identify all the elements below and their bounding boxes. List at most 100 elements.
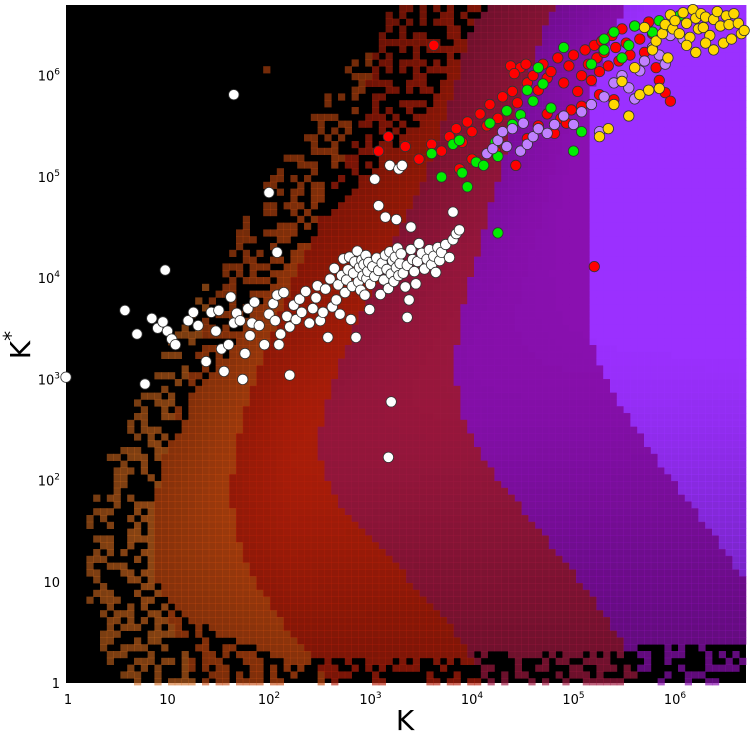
heatmap-cell (467, 385, 475, 393)
heatmap-cell (406, 127, 414, 135)
heatmap-cell (276, 358, 284, 366)
heatmap-cell (440, 644, 448, 652)
heatmap-cell (433, 209, 441, 217)
heatmap-cell (331, 399, 339, 407)
heatmap-cell (419, 222, 427, 230)
heatmap-cell (508, 168, 516, 176)
heatmap-cell (344, 399, 352, 407)
heatmap-cell (168, 392, 176, 400)
heatmap-cell (195, 569, 203, 577)
heatmap-cell (569, 202, 577, 210)
heatmap-cell (433, 589, 441, 597)
heatmap-cell (263, 419, 271, 427)
heatmap-cell (392, 637, 400, 645)
heatmap-cell (494, 175, 502, 183)
heatmap-cell (474, 385, 482, 393)
heatmap-cell (283, 664, 291, 672)
heatmap-cell (440, 229, 448, 237)
heatmap-cell (372, 107, 380, 115)
heatmap-cell (263, 290, 271, 298)
heatmap-cell (419, 39, 427, 47)
heatmap-cell (290, 576, 298, 584)
heatmap-cell (290, 290, 298, 298)
heatmap-cell (453, 304, 461, 312)
heatmap-cell (263, 474, 271, 482)
heatmap-cell (256, 358, 264, 366)
heatmap-cell (385, 555, 393, 563)
heatmap-cell (392, 317, 400, 325)
heatmap-cell (480, 603, 488, 611)
heatmap-cell (474, 515, 482, 523)
heatmap-cell (168, 413, 176, 421)
heatmap-cell (569, 277, 577, 285)
heatmap-cell (419, 385, 427, 393)
heatmap-cell (236, 460, 244, 468)
heatmap-cell (562, 576, 570, 584)
heatmap-cell (582, 345, 590, 353)
heatmap-cell (249, 562, 257, 570)
heatmap-cell (372, 447, 380, 455)
heatmap-cell (215, 549, 223, 557)
heatmap-cell (555, 508, 563, 516)
heatmap-cell (460, 297, 468, 305)
heatmap-cell (562, 399, 570, 407)
heatmap-cell (249, 610, 257, 618)
heatmap-cell (276, 419, 284, 427)
heatmap-cell (134, 501, 142, 509)
heatmap-cell (576, 603, 584, 611)
heatmap-cell (569, 419, 577, 427)
heatmap-cell (467, 100, 475, 108)
heatmap-cell (406, 304, 414, 312)
heatmap-cell (453, 651, 461, 659)
heatmap-cell (385, 222, 393, 230)
heatmap-cell (324, 290, 332, 298)
heatmap-cell (474, 32, 482, 40)
heatmap-cell (338, 331, 346, 339)
heatmap-cell (392, 202, 400, 210)
heatmap-cell (161, 528, 169, 536)
heatmap-cell (304, 460, 312, 468)
heatmap-cell (304, 501, 312, 509)
heatmap-cell (290, 501, 298, 509)
heatmap-cell (161, 406, 169, 414)
heatmap-cell (202, 651, 210, 659)
heatmap-cell (535, 209, 543, 217)
heatmap-cell (535, 195, 543, 203)
heatmap-cell (548, 644, 556, 652)
heatmap-cell (365, 188, 373, 196)
heatmap-cell (548, 209, 556, 217)
heatmap-cell (467, 440, 475, 448)
heatmap-cell (582, 311, 590, 319)
heatmap-cell (358, 535, 366, 543)
heatmap-cell (154, 508, 162, 516)
heatmap-cell (120, 671, 128, 679)
heatmap-cell (555, 481, 563, 489)
heatmap-cell (406, 202, 414, 210)
heatmap-cell (140, 406, 148, 414)
heatmap-cell (317, 290, 325, 298)
heatmap-cell (548, 236, 556, 244)
heatmap-cell (113, 617, 121, 625)
heatmap-cell (562, 5, 570, 13)
heatmap-cell (202, 603, 210, 611)
heatmap-cell (385, 25, 393, 33)
heatmap-cell (514, 324, 522, 332)
heatmap-cell (134, 453, 142, 461)
heatmap-cell (453, 338, 461, 346)
heatmap-cell (446, 120, 454, 128)
heatmap-cell (576, 379, 584, 387)
heatmap-cell (514, 256, 522, 264)
heatmap-cell (535, 508, 543, 516)
heatmap-cell (542, 426, 550, 434)
heatmap-cell (372, 79, 380, 87)
heatmap-cell (270, 515, 278, 523)
heatmap-cell (446, 474, 454, 482)
heatmap-cell (215, 379, 223, 387)
heatmap-cell (535, 542, 543, 550)
heatmap-cell (426, 671, 434, 679)
heatmap-cell (154, 555, 162, 563)
heatmap-cell (310, 576, 318, 584)
heatmap-cell (528, 481, 536, 489)
heatmap-cell (297, 263, 305, 271)
heatmap-cell (419, 474, 427, 482)
